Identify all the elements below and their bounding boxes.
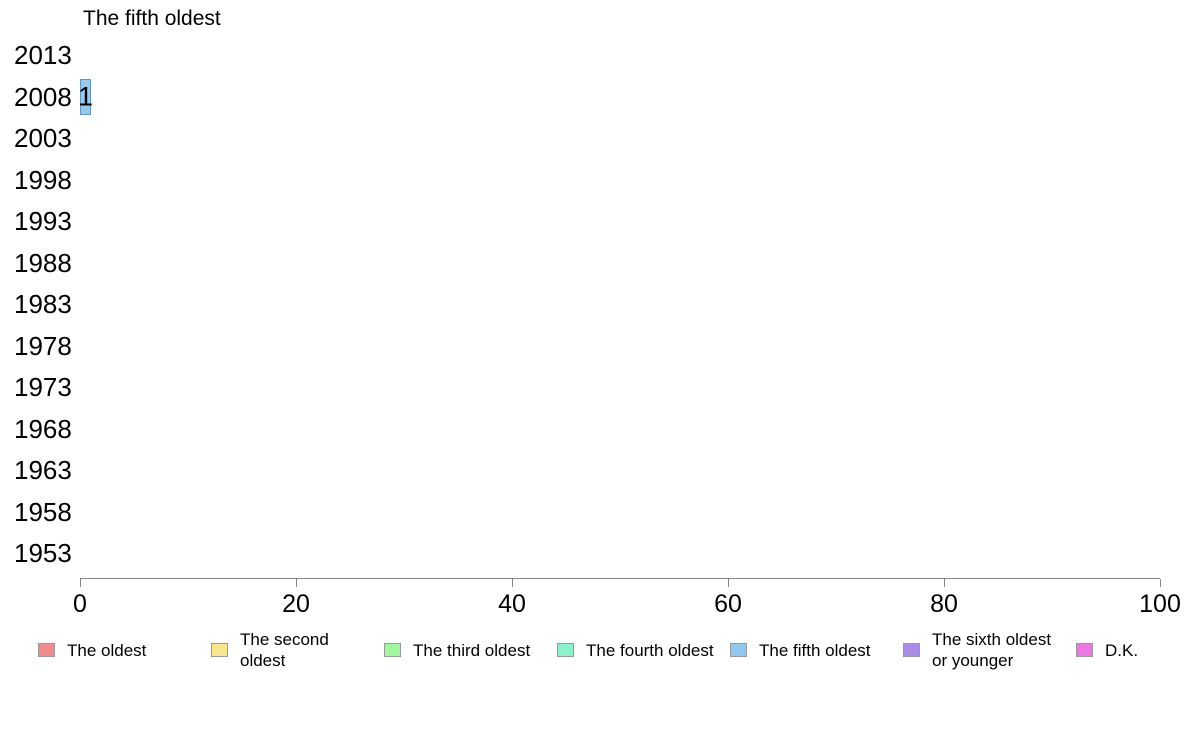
y-axis-label: 1978 [14,330,72,361]
legend-swatch-icon [211,643,228,657]
legend-swatch-icon [384,643,401,657]
legend-label: The oldest [67,640,147,660]
y-axis-label: 1983 [14,289,72,319]
legend-label: The fifth oldest [759,640,871,660]
legend-label: The fourth oldest [586,640,714,660]
legend-swatch-icon [1076,643,1093,657]
y-axis-label: 1963 [14,455,72,485]
legend-swatch-icon [903,643,920,657]
y-axis-label: 2008 [14,81,72,112]
legend-item-3[interactable]: The third oldest [384,626,545,674]
legend-swatch-icon [557,643,574,657]
x-tick-label: 20 [282,590,310,618]
x-tick-label: 80 [930,590,958,618]
legend: The oldest The second oldest The third old… [0,626,1188,674]
y-axis-label: 1988 [14,247,72,278]
y-axis-label: 1953 [14,538,72,568]
legend-label: D.K. [1105,640,1139,660]
x-tick-label: 40 [498,590,526,618]
legend-label: The sixth oldest or younger [932,630,1052,670]
y-axis-label: 1993 [14,206,72,236]
x-tick [80,579,81,587]
bar-2008[interactable]: 1 [77,78,94,115]
legend-item-4[interactable]: The fourth oldest [557,626,718,674]
legend-item-7[interactable]: D.K. [1076,626,1138,674]
x-tick [1160,579,1161,587]
bar-value-label: 1 [77,81,94,111]
y-axis-label: 2003 [14,123,72,153]
legend-swatch-icon [730,643,747,657]
x-tick-label: 100 [1139,590,1181,618]
x-tick [944,579,945,587]
legend-label: The second oldest [240,630,329,670]
y-axis-label: 1998 [14,164,72,195]
legend-label: The third oldest [413,640,531,660]
x-axis-line [80,578,1160,579]
legend-item-5[interactable]: The fifth oldest [730,626,891,674]
chart-title: The fifth oldest [83,7,221,30]
x-tick [512,579,513,587]
legend-item-6[interactable]: The sixth oldest or younger [903,626,1064,674]
y-axis-label: 1973 [14,372,72,402]
x-tick [296,579,297,587]
x-tick [728,579,729,587]
legend-swatch-icon [38,643,55,657]
x-tick-label: 0 [73,590,87,618]
x-tick-label: 60 [714,590,742,618]
y-axis-label: 2013 [14,40,72,70]
y-axis-label: 1958 [14,496,72,527]
legend-item-2[interactable]: The second oldest [211,626,372,674]
legend-item-1[interactable]: The oldest [38,626,199,674]
y-axis-label: 1968 [14,413,72,444]
